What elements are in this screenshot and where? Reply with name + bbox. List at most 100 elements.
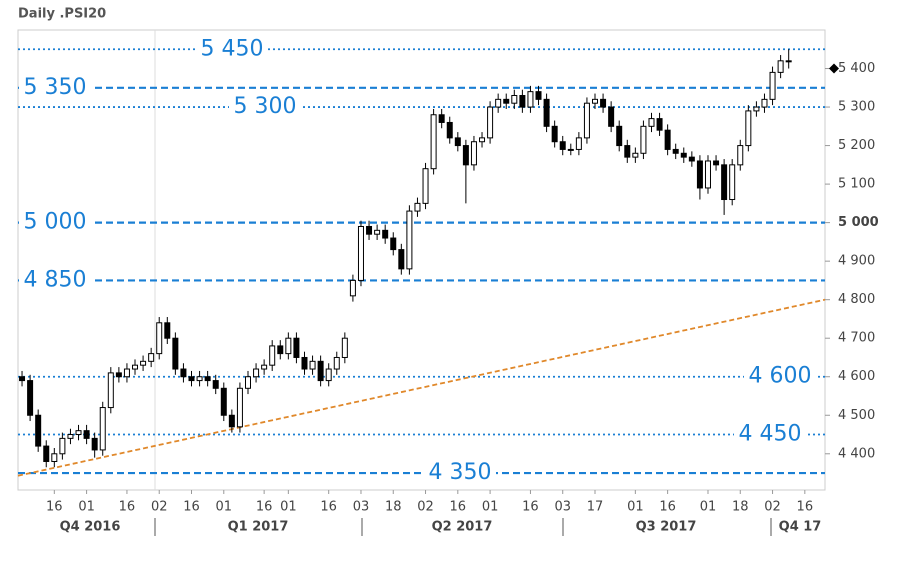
candle-body xyxy=(559,141,566,150)
candle-body xyxy=(188,376,195,382)
candle-body xyxy=(656,118,663,131)
candle-body xyxy=(228,414,235,428)
level-label-bg xyxy=(19,268,91,293)
y-tick-label: 5 400 xyxy=(838,61,875,76)
trend-line xyxy=(17,298,826,477)
level-label: 5 450 xyxy=(201,36,264,61)
candle-body xyxy=(91,437,98,451)
candle-body xyxy=(664,129,671,150)
x-tick-label: 16 xyxy=(450,500,467,515)
candle-body xyxy=(148,353,155,362)
candle-body xyxy=(583,102,590,139)
candle-body xyxy=(592,98,599,104)
level-label: 4 850 xyxy=(24,267,87,292)
candle-body xyxy=(729,164,736,201)
candle-body xyxy=(236,387,243,428)
y-tick-label: 4 900 xyxy=(838,254,875,269)
y-tick-label: 5 300 xyxy=(838,100,875,115)
candle-body xyxy=(204,376,211,382)
candle-body xyxy=(487,106,494,139)
candle-body xyxy=(357,225,364,281)
candle-body xyxy=(269,345,276,366)
candle-body xyxy=(575,137,582,150)
candle-body xyxy=(309,360,316,370)
x-tick-label: 16 xyxy=(183,500,200,515)
candle-body xyxy=(374,229,381,235)
x-tick-label: 16 xyxy=(119,500,136,515)
candle-body xyxy=(107,372,114,409)
candle-body xyxy=(140,360,147,366)
candle-body xyxy=(438,114,445,123)
candle-body xyxy=(777,60,784,73)
x-tick-label: 03 xyxy=(554,500,571,515)
x-tick-label: 18 xyxy=(732,500,749,515)
candle-body xyxy=(648,118,655,127)
candle-body xyxy=(422,168,429,204)
candle-body xyxy=(737,145,744,166)
level-label-bg xyxy=(734,422,806,447)
candle-body xyxy=(454,137,461,147)
candle-body xyxy=(285,337,292,355)
x-tick-label: 02 xyxy=(764,500,781,515)
candle-body xyxy=(769,71,776,100)
period-label: Q1 2017 xyxy=(228,520,289,535)
candle-body xyxy=(632,152,639,158)
candle-body xyxy=(261,364,268,370)
candle-body xyxy=(406,210,413,270)
level-label-bg xyxy=(229,95,301,120)
y-tick-label: 5 200 xyxy=(838,138,875,153)
candle-body xyxy=(624,145,631,158)
candle-body xyxy=(43,445,50,462)
candle-body xyxy=(696,160,703,189)
y-tick-label: 4 400 xyxy=(838,446,875,461)
candle-body xyxy=(115,372,122,378)
y-tick-label: 4 800 xyxy=(838,292,875,307)
candle-body xyxy=(51,453,58,462)
candle-body xyxy=(253,368,260,378)
candle-body xyxy=(414,202,421,212)
period-label: Q3 2017 xyxy=(636,520,697,535)
candle-body xyxy=(753,106,760,112)
candle-body xyxy=(495,98,502,108)
candle-body xyxy=(430,114,437,170)
level-label: 4 350 xyxy=(429,460,492,485)
level-label: 4 450 xyxy=(739,422,802,447)
candle-body xyxy=(535,91,542,100)
candle-body xyxy=(156,322,163,355)
x-tick-label: 16 xyxy=(659,500,676,515)
candle-body xyxy=(470,141,477,166)
candle-body xyxy=(527,91,534,108)
level-label-bg xyxy=(19,210,91,235)
x-tick-label: 02 xyxy=(151,500,168,515)
candle-body xyxy=(172,337,179,370)
candle-body xyxy=(398,249,405,270)
plot-frame xyxy=(17,29,826,491)
x-tick-label: 16 xyxy=(522,500,539,515)
x-tick-label: 16 xyxy=(320,500,337,515)
chart-title: Daily .PSI20 xyxy=(18,7,106,22)
x-tick-label: 17 xyxy=(587,500,604,515)
candle-body xyxy=(293,337,300,358)
y-tick-label: 5 000 xyxy=(838,215,879,230)
candle-body xyxy=(333,356,340,370)
candle-body xyxy=(503,98,510,104)
level-label: 5 350 xyxy=(24,75,87,100)
candle-body xyxy=(220,387,227,416)
x-tick-label: 01 xyxy=(216,500,233,515)
candle-body xyxy=(317,360,324,382)
candle-body xyxy=(212,380,219,389)
last-value-marker xyxy=(829,63,839,74)
level-label-bg xyxy=(19,75,91,100)
candle-body xyxy=(277,345,284,355)
x-tick-label: 16 xyxy=(46,500,63,515)
y-tick-label: 4 500 xyxy=(838,408,875,423)
candle-body xyxy=(640,125,647,154)
level-label: 4 600 xyxy=(749,364,812,389)
y-tick-label: 4 700 xyxy=(838,331,875,346)
candle-body xyxy=(713,160,720,166)
x-tick-label: 18 xyxy=(385,500,402,515)
candle-body xyxy=(704,160,711,189)
candle-body xyxy=(761,98,768,108)
candle-body xyxy=(35,414,42,447)
